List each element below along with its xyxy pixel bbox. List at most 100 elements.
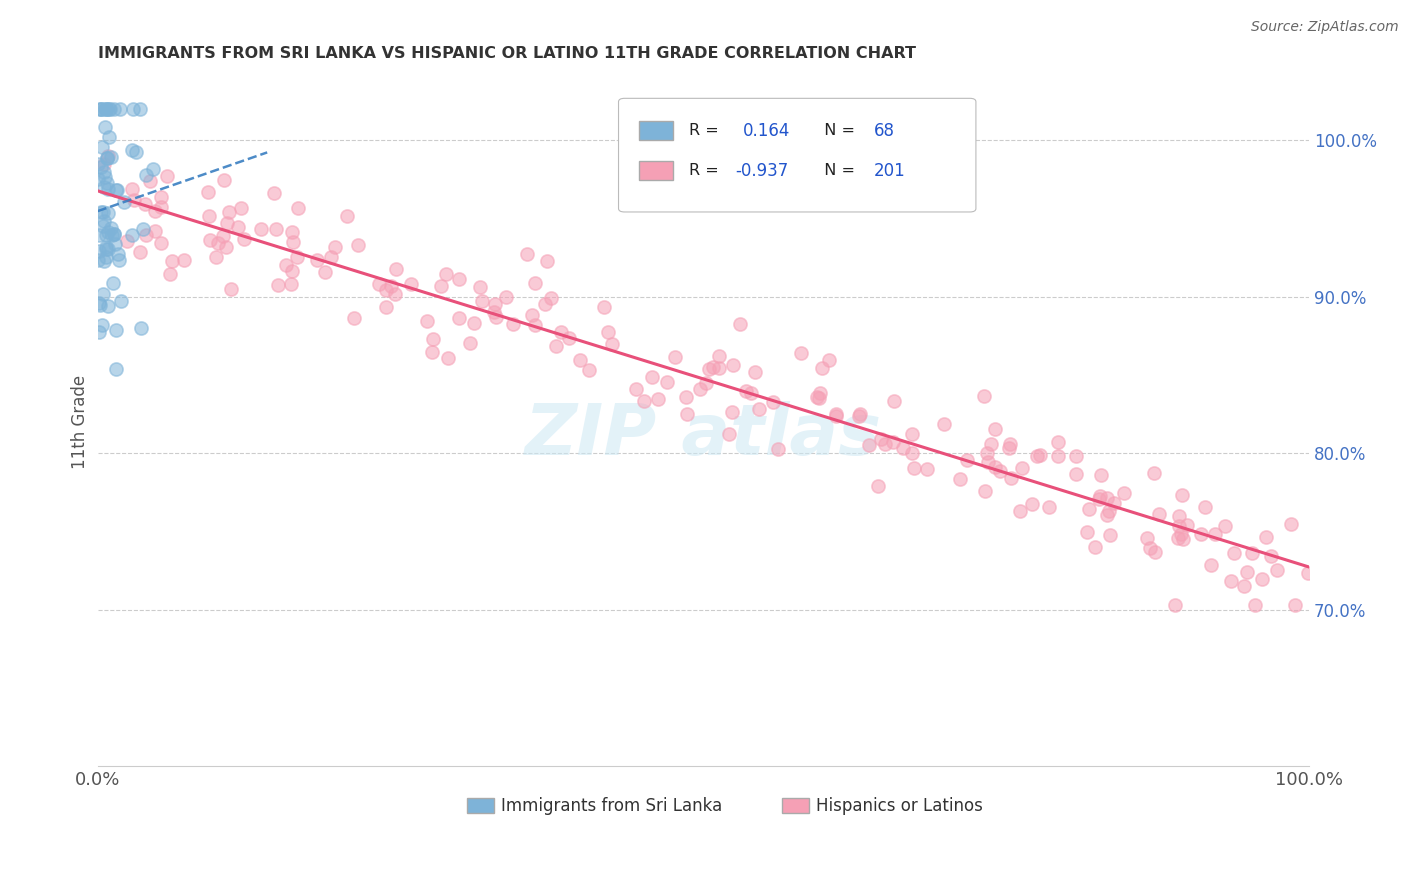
Point: [883, 394, 905, 409]
Point: [1066, 449, 1088, 463]
Point: [115, 234, 138, 248]
Point: [934, 417, 956, 431]
Point: [90, 160, 112, 174]
Point: [463, 316, 485, 330]
Point: [250, 221, 273, 235]
Point: [96, 176, 118, 190]
Point: [103, 227, 125, 241]
FancyBboxPatch shape: [467, 798, 494, 814]
Point: [1251, 572, 1274, 586]
Point: [482, 305, 505, 319]
Point: [973, 389, 995, 403]
Point: [93, 214, 115, 228]
FancyBboxPatch shape: [619, 98, 976, 212]
Point: [97, 242, 120, 256]
Point: [91, 219, 114, 233]
Point: [87, 227, 110, 242]
Point: [984, 459, 1007, 474]
Point: [1112, 486, 1135, 500]
Point: [101, 277, 124, 291]
Point: [848, 409, 870, 423]
Point: [1240, 546, 1263, 560]
Point: [212, 229, 235, 244]
Point: [817, 353, 839, 368]
Point: [121, 143, 143, 157]
Point: [280, 277, 302, 292]
Point: [121, 102, 143, 116]
Point: [97, 102, 120, 116]
Point: [1038, 500, 1060, 514]
Point: [901, 426, 924, 441]
Point: [949, 472, 972, 486]
Point: [94, 102, 117, 116]
Point: [128, 103, 150, 117]
Point: [740, 385, 762, 400]
Text: ZIP atlas: ZIP atlas: [524, 401, 882, 470]
Point: [281, 264, 304, 278]
Point: [470, 280, 492, 294]
Point: [447, 272, 470, 286]
Point: [866, 479, 889, 493]
Point: [384, 287, 406, 301]
Point: [1149, 507, 1171, 521]
Point: [86, 172, 108, 186]
Point: [1098, 527, 1121, 541]
Point: [139, 174, 162, 188]
Point: [422, 333, 444, 347]
Text: -0.937: -0.937: [735, 161, 789, 179]
Point: [721, 405, 744, 419]
Point: [346, 237, 368, 252]
Point: [97, 182, 120, 196]
Point: [336, 209, 359, 223]
Point: [219, 282, 242, 296]
Point: [437, 351, 460, 366]
Point: [1021, 497, 1043, 511]
Point: [226, 219, 249, 234]
Point: [626, 382, 648, 396]
Point: [94, 169, 117, 184]
Point: [471, 293, 494, 308]
Point: [516, 247, 538, 261]
Point: [374, 283, 396, 297]
Point: [104, 183, 127, 197]
Point: [558, 331, 581, 345]
Point: [806, 391, 828, 405]
Point: [215, 216, 238, 230]
Text: 0.164: 0.164: [744, 121, 790, 140]
Point: [1084, 540, 1107, 554]
Point: [100, 221, 122, 235]
Point: [1143, 466, 1166, 480]
Point: [93, 165, 115, 179]
Point: [811, 361, 834, 376]
Point: [600, 336, 623, 351]
Text: R =: R =: [689, 123, 728, 138]
Point: [702, 360, 724, 375]
Point: [87, 244, 110, 258]
Point: [1171, 532, 1194, 546]
Point: [110, 293, 132, 308]
Point: [1163, 598, 1185, 612]
Point: [578, 363, 600, 377]
Point: [1233, 579, 1256, 593]
Point: [87, 157, 110, 171]
Point: [173, 252, 195, 267]
Point: [1064, 467, 1087, 481]
Point: [323, 240, 346, 254]
Point: [1170, 527, 1192, 541]
Point: [162, 254, 184, 268]
Point: [707, 349, 730, 363]
Point: [1284, 598, 1306, 612]
Point: [728, 317, 751, 331]
Text: Hispanics or Latinos: Hispanics or Latinos: [815, 797, 983, 814]
Point: [214, 173, 236, 187]
Text: 201: 201: [875, 161, 905, 179]
Point: [1168, 508, 1191, 523]
Point: [134, 196, 156, 211]
Point: [263, 186, 285, 200]
FancyBboxPatch shape: [782, 798, 808, 814]
Point: [205, 250, 228, 264]
Y-axis label: 11th Grade: 11th Grade: [72, 375, 89, 469]
Point: [232, 232, 254, 246]
Point: [1088, 491, 1111, 506]
Point: [420, 344, 443, 359]
